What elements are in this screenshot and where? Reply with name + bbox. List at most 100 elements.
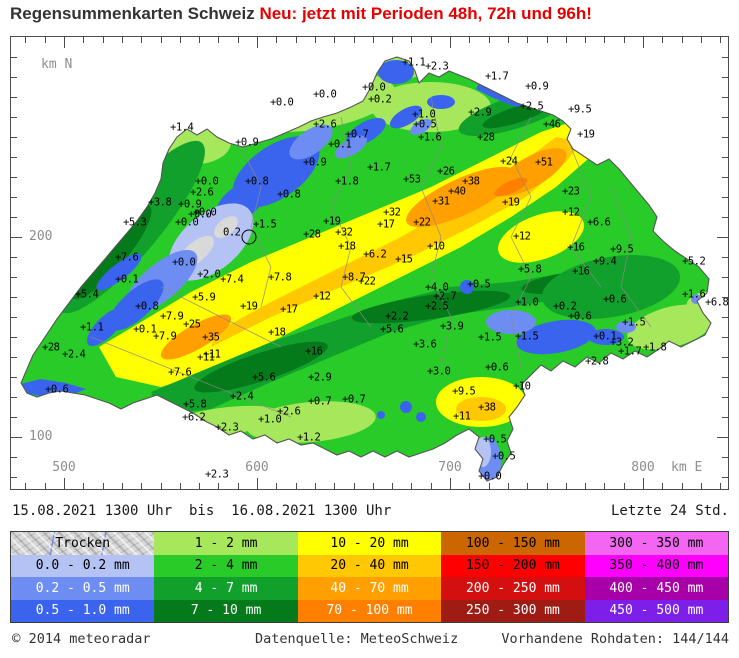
- axis-tick: [489, 483, 490, 489]
- legend-cell: 300 - 350 mm: [584, 532, 729, 555]
- axis-tick: [11, 277, 17, 278]
- axis-tick: [161, 37, 162, 43]
- rain-value-label: +11: [203, 348, 221, 361]
- rain-value-label: +5.6: [252, 371, 276, 384]
- rain-value-label: +1.6: [682, 288, 706, 301]
- axis-tick: [45, 483, 46, 489]
- x-axis-tick-label: 800: [631, 460, 655, 475]
- axis-tick: [122, 483, 123, 489]
- axis-tick: [11, 157, 17, 158]
- axis-tick: [11, 477, 17, 478]
- switzerland-map-graphic: [20, 56, 712, 482]
- legend-cell: 1 - 2 mm: [154, 532, 298, 555]
- rain-value-label: +0.1: [328, 138, 352, 151]
- axis-tick: [722, 257, 728, 258]
- rain-value-label: +8.7: [342, 271, 366, 284]
- legend-cell: 100 - 150 mm: [441, 532, 585, 555]
- rain-value-label: +0.0: [188, 208, 212, 221]
- rain-value-label: +0.7: [342, 393, 366, 406]
- y-axis-tick-label: 200: [29, 229, 53, 244]
- rain-value-label: +0.0: [478, 470, 502, 483]
- axis-tick: [643, 478, 644, 489]
- axis-tick: [11, 417, 17, 418]
- rain-value-label: +0.5: [467, 278, 491, 291]
- legend-column: Trocken 0.0 - 0.2 mm 0.2 - 0.5 mm 0.5 - 1.0…: [11, 532, 155, 622]
- rain-value-label: +9.5: [452, 385, 476, 398]
- rain-value-label: +28: [303, 228, 321, 241]
- rain-value-label: +31: [432, 195, 450, 208]
- axis-tick: [25, 37, 26, 43]
- axis-tick: [527, 483, 528, 489]
- axis-tick: [450, 37, 451, 48]
- axis-tick: [566, 483, 567, 489]
- rain-value-label: +2.9: [308, 371, 332, 384]
- axis-tick: [64, 37, 65, 48]
- period-range-label: Letzte 24 Std.: [610, 503, 729, 519]
- axis-tick: [141, 37, 142, 43]
- axis-tick: [411, 37, 412, 43]
- page-title-main: Regensummenkarten Schweiz: [10, 4, 255, 23]
- axis-tick: [508, 483, 509, 489]
- axis-tick: [722, 157, 728, 158]
- axis-tick: [11, 317, 17, 318]
- legend-cell: 2 - 4 mm: [154, 554, 298, 577]
- rain-value-label: +0.8: [135, 300, 159, 313]
- axis-tick: [489, 37, 490, 43]
- footer: © 2014 meteoradar Datenquelle: MeteoSchw…: [10, 631, 729, 651]
- axis-tick: [11, 357, 17, 358]
- axis-tick: [722, 317, 728, 318]
- rain-value-label: +18: [338, 240, 356, 253]
- rain-value-label: +0.8: [245, 175, 269, 188]
- rain-value-label: +12: [513, 230, 531, 243]
- axis-tick: [722, 377, 728, 378]
- axis-tick: [722, 297, 728, 298]
- axis-tick: [392, 483, 393, 489]
- axis-tick: [682, 37, 683, 43]
- rain-value-label: +3.8: [148, 196, 172, 209]
- rain-value-label: +38: [478, 401, 496, 414]
- axis-tick: [25, 483, 26, 489]
- axis-tick: [11, 177, 17, 178]
- copyright-text: © 2014 meteoradar: [12, 631, 151, 647]
- legend-column: 1 - 2 mm 2 - 4 mm 4 - 7 mm 7 - 10 mm: [154, 532, 298, 622]
- axis-tick: [83, 483, 84, 489]
- legend-cell: 0.2 - 0.5 mm: [11, 577, 155, 600]
- station-circle-marker: [241, 229, 257, 245]
- rain-value-label: +0.8: [277, 188, 301, 201]
- rain-value-label: +3.2: [610, 336, 634, 349]
- rain-value-label: 0.2: [223, 226, 241, 239]
- rain-value-label: +0.7: [345, 128, 369, 141]
- axis-tick: [11, 257, 17, 258]
- axis-tick: [83, 37, 84, 43]
- rain-value-label: +0.2: [553, 300, 577, 313]
- rain-value-label: +2.3: [425, 60, 449, 73]
- rain-value-label: +0.0: [195, 175, 219, 188]
- rain-value-label: +19: [240, 300, 258, 313]
- axis-tick: [722, 137, 728, 138]
- rain-value-label: +32: [383, 206, 401, 219]
- rain-value-label: +17: [280, 303, 298, 316]
- axis-label-km-n: km N: [41, 57, 73, 72]
- axis-tick: [431, 37, 432, 43]
- rain-value-label: +2.6: [277, 405, 301, 418]
- rain-value-label: +19: [502, 196, 520, 209]
- rain-value-label: +0.1: [593, 330, 617, 343]
- rain-value-label: +7.9: [160, 310, 184, 323]
- axis-tick: [722, 337, 728, 338]
- rain-value-label: +25: [183, 318, 201, 331]
- rain-value-label: +1.7: [485, 70, 509, 83]
- rain-value-label: +0.0: [362, 81, 386, 94]
- axis-tick: [604, 483, 605, 489]
- rain-value-label: +1.7: [618, 345, 642, 358]
- rain-value-label: +7.8: [268, 271, 292, 284]
- rain-value-label: +6.2: [363, 248, 387, 261]
- page-title-highlight: Neu: jetzt mit Perioden 48h, 72h und 96h…: [259, 4, 592, 23]
- rain-value-label: +19: [577, 128, 595, 141]
- axis-tick: [103, 37, 104, 43]
- rain-value-label: +26: [437, 165, 455, 178]
- rain-value-label: +6.8: [705, 296, 729, 309]
- x-axis-tick-label: 700: [438, 460, 462, 475]
- axis-tick: [662, 483, 663, 489]
- axis-tick: [717, 237, 728, 238]
- axis-tick: [722, 97, 728, 98]
